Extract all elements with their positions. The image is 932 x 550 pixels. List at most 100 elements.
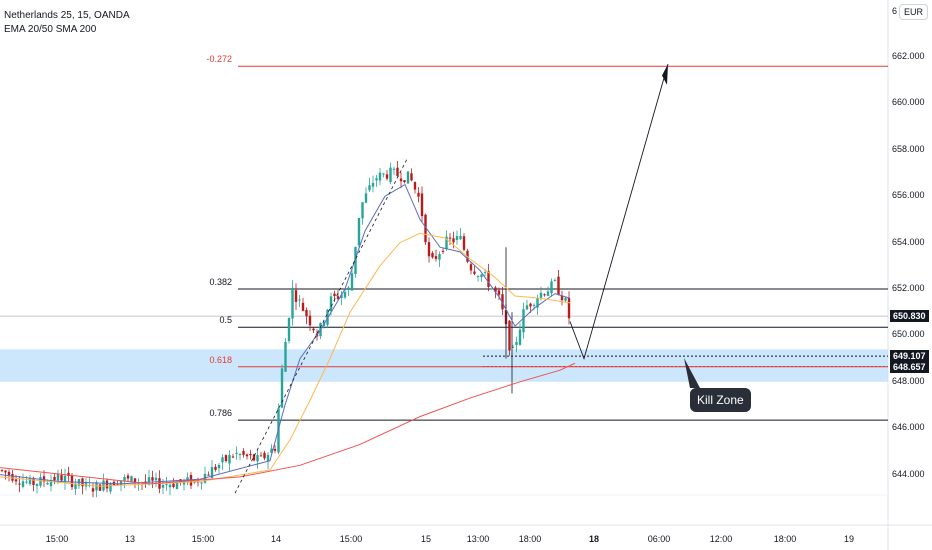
- candle-body: [445, 236, 448, 250]
- candle-body: [7, 471, 11, 476]
- candle-body: [35, 483, 39, 487]
- candle-body: [410, 173, 413, 181]
- candle-body: [399, 178, 403, 182]
- candle-body: [403, 180, 406, 183]
- candle-body: [301, 302, 305, 311]
- candle-body: [221, 457, 224, 463]
- candle-body: [249, 454, 252, 456]
- candle-body: [165, 484, 168, 486]
- time-tick: 14: [270, 534, 282, 544]
- price-badge: 648.657: [890, 360, 929, 373]
- candle-body: [406, 171, 410, 184]
- candle-body: [490, 288, 494, 290]
- candle-body: [382, 173, 385, 175]
- candle-body: [63, 475, 67, 483]
- kill-zone-callout[interactable]: Kill Zone: [690, 388, 751, 412]
- price-badge: 649.107: [890, 350, 929, 363]
- candle-body: [532, 304, 536, 306]
- candle-body: [270, 448, 273, 453]
- candle-body: [67, 472, 70, 477]
- candle-body: [417, 192, 420, 197]
- candle-body: [14, 479, 18, 482]
- candle-body: [350, 273, 354, 291]
- candle-body: [385, 174, 389, 179]
- price-tick: 648.000: [892, 375, 925, 386]
- time-tick: 13: [124, 534, 136, 544]
- candle-body: [256, 455, 259, 462]
- candle-body: [368, 185, 371, 191]
- price-tick: 660.000: [892, 97, 925, 108]
- candle-body: [312, 328, 315, 331]
- candle-body: [431, 253, 434, 258]
- time-tick: 15:00: [45, 534, 69, 544]
- candle-body: [42, 476, 46, 482]
- candle-body: [525, 305, 529, 310]
- candle-body: [207, 474, 210, 476]
- fib-label: -0.272: [206, 54, 232, 65]
- candle-body: [361, 202, 364, 219]
- candle-body: [539, 292, 543, 298]
- candle-body: [343, 291, 347, 298]
- candle-body: [273, 448, 277, 451]
- projection-arrowhead: [662, 63, 668, 85]
- candle-body: [161, 484, 165, 488]
- candle-body: [126, 475, 130, 479]
- candle-body: [172, 483, 175, 487]
- candle-body: [119, 480, 123, 485]
- price-tick: 656.000: [892, 190, 925, 201]
- currency-button[interactable]: EUR: [898, 4, 928, 20]
- price-tick: 654.000: [892, 236, 925, 247]
- fib-label: 0.618: [209, 354, 232, 365]
- ema20-line: [0, 183, 571, 485]
- candle-body: [497, 290, 501, 295]
- sma200-line: [0, 362, 576, 485]
- candle-body: [105, 480, 109, 489]
- candle-body: [228, 454, 231, 464]
- fib-label: 0.382: [209, 277, 232, 287]
- candle-body: [487, 271, 490, 287]
- candle-body: [480, 274, 483, 278]
- candle-body: [298, 299, 301, 301]
- time-tick: 18: [588, 534, 600, 544]
- candle-body: [224, 455, 228, 462]
- candle-body: [294, 290, 298, 302]
- time-tick: 19: [843, 534, 855, 544]
- candle-body: [371, 182, 375, 187]
- candle-body: [333, 293, 336, 296]
- trend-dashed-line: [234, 158, 408, 494]
- candle-body: [70, 475, 74, 488]
- candle-body: [347, 287, 350, 290]
- candle-body: [522, 309, 525, 333]
- candle-body: [4, 470, 7, 473]
- time-tick: 18:00: [518, 534, 542, 544]
- candle-body: [553, 280, 557, 282]
- candle-body: [245, 454, 249, 457]
- candle-body: [130, 476, 133, 482]
- candle-body: [284, 341, 287, 372]
- candle-body: [483, 272, 487, 274]
- candle-body: [11, 474, 14, 481]
- candle-body: [413, 182, 417, 190]
- candle-body: [455, 236, 459, 241]
- time-tick: 13:00: [466, 534, 490, 544]
- candle-body: [49, 480, 53, 487]
- candle-body: [242, 450, 245, 455]
- candle-body: [389, 167, 392, 183]
- candle-body: [473, 271, 476, 274]
- candle-body: [543, 294, 546, 296]
- indicator-legend[interactable]: EMA 20/50 SMA 200: [4, 24, 97, 35]
- candle-body: [305, 309, 308, 317]
- candle-body: [364, 193, 368, 203]
- candle-body: [357, 218, 361, 246]
- candle-body: [151, 477, 154, 481]
- candle-body: [546, 291, 550, 296]
- price-tick: 652.000: [892, 283, 925, 293]
- candle-body: [231, 456, 235, 458]
- candle-body: [452, 238, 455, 243]
- candle-body: [560, 295, 564, 301]
- candle-body: [0, 470, 4, 472]
- symbol-title[interactable]: Netherlands 25, 15, OANDA: [4, 10, 130, 21]
- price-tick: 662.000: [892, 51, 925, 61]
- candle-body: [438, 254, 441, 260]
